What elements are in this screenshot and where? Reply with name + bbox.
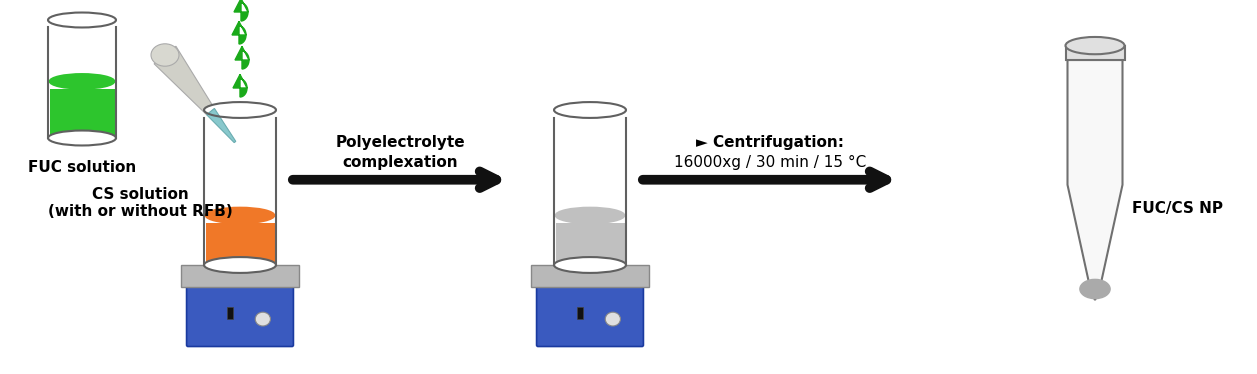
Ellipse shape <box>556 257 625 273</box>
Text: complexation: complexation <box>342 155 458 170</box>
Polygon shape <box>206 108 236 142</box>
Bar <box>226 307 233 319</box>
Ellipse shape <box>554 257 626 273</box>
Bar <box>554 118 626 265</box>
Ellipse shape <box>48 12 116 27</box>
Text: FUC/CS NP: FUC/CS NP <box>1133 201 1223 216</box>
Polygon shape <box>233 21 246 44</box>
Polygon shape <box>1067 60 1123 300</box>
Ellipse shape <box>1066 37 1125 54</box>
Ellipse shape <box>255 312 270 326</box>
Ellipse shape <box>556 208 625 223</box>
Polygon shape <box>233 74 246 97</box>
Bar <box>49 89 114 138</box>
Text: FUC solution: FUC solution <box>28 160 136 175</box>
Ellipse shape <box>49 74 114 89</box>
Polygon shape <box>234 0 248 21</box>
FancyBboxPatch shape <box>537 286 644 346</box>
Ellipse shape <box>49 131 114 145</box>
Ellipse shape <box>204 102 277 118</box>
Ellipse shape <box>554 102 626 118</box>
Bar <box>205 223 274 265</box>
Text: CS solution
(with or without RFB): CS solution (with or without RFB) <box>48 187 233 219</box>
Bar <box>204 118 277 265</box>
Ellipse shape <box>205 257 274 273</box>
Ellipse shape <box>1080 279 1110 298</box>
Bar <box>1066 46 1125 60</box>
Bar <box>530 265 649 287</box>
Polygon shape <box>235 46 249 69</box>
Text: Polyelectrolyte: Polyelectrolyte <box>336 135 465 150</box>
Bar <box>577 307 582 319</box>
Ellipse shape <box>605 312 621 326</box>
Bar <box>181 265 299 287</box>
FancyBboxPatch shape <box>186 286 293 346</box>
Text: ► Centrifugation:: ► Centrifugation: <box>696 135 843 150</box>
Ellipse shape <box>204 257 277 273</box>
Ellipse shape <box>151 44 178 66</box>
Ellipse shape <box>205 208 274 223</box>
Bar <box>48 27 116 138</box>
Bar <box>556 223 625 265</box>
Ellipse shape <box>48 131 116 145</box>
Polygon shape <box>155 46 215 115</box>
Text: 16000xg / 30 min / 15 °C: 16000xg / 30 min / 15 °C <box>674 155 866 170</box>
